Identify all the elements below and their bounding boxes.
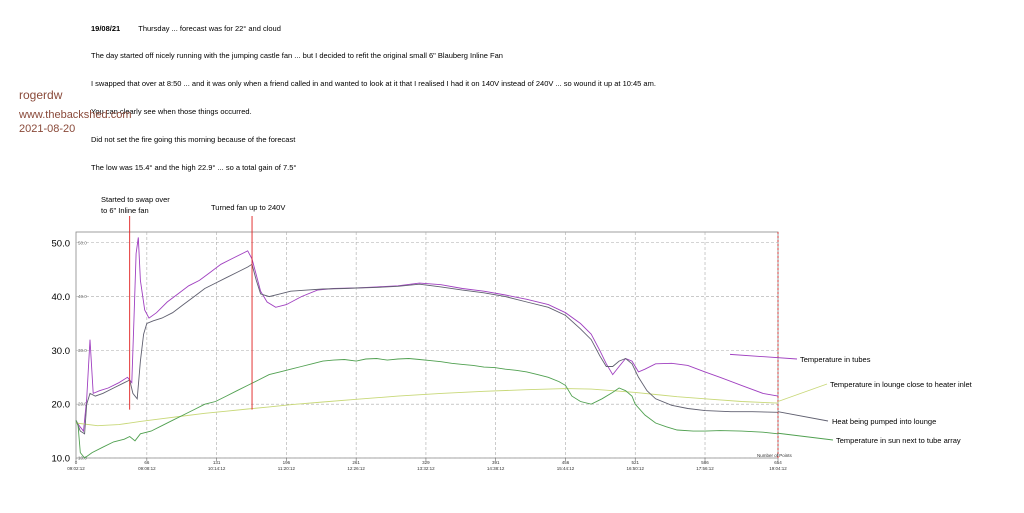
x-tick-number: 456 (562, 460, 570, 465)
y-tick-label-small: 50.0 (78, 240, 87, 245)
x-tick-number: 329 (422, 460, 430, 465)
x-tick-number: 586 (701, 460, 709, 465)
series-line-2 (75, 388, 779, 427)
x-tick-time: 11:20:12 (278, 466, 296, 471)
watermark-site: www.thebackshed.com (19, 109, 132, 121)
x-tick-time: 14:38:12 (487, 466, 505, 471)
legend-leader (777, 411, 829, 422)
series-group (75, 237, 779, 459)
annotation-swap-line2: to 6" Inline fan (101, 206, 149, 215)
x-tick-number: 654 (774, 460, 782, 465)
x-tick-time: 17:56:12 (696, 466, 714, 471)
x-tick-time: 09:02:12 (67, 466, 85, 471)
y-tick-label: 20.0 (52, 400, 71, 411)
series-line-3 (75, 263, 779, 435)
event-markers (129, 216, 253, 410)
legend-label: Temperature in lounge close to heater in… (830, 380, 973, 389)
x-tick-number: 196 (283, 460, 291, 465)
legend-leader (777, 432, 834, 441)
x-tick-number: 131 (213, 460, 221, 465)
x-tick-time: 12:26:12 (347, 466, 365, 471)
annotation-swap-line1: Started to swap over (101, 195, 170, 204)
x-tick-number: 66 (144, 460, 150, 465)
y-tick-label-small: 10.0 (78, 456, 87, 461)
watermark-date: 2021-08-20 (19, 123, 76, 135)
note-day-line: Thursday ... forecast was for 22° and cl… (138, 24, 281, 33)
note-line-3: I swapped that over at 8:50 ... and it w… (91, 79, 656, 88)
legend-leader (729, 353, 798, 360)
y-tick-label-small: 20.0 (78, 402, 87, 407)
note-line-6: The low was 15.4° and the high 22.9° ...… (91, 163, 297, 172)
x-tick-time: 19:04:12 (769, 466, 787, 471)
x-tick-time: 16:50:12 (626, 466, 644, 471)
y-tick-label: 10.0 (52, 454, 71, 465)
axis-note: Number of Points (757, 453, 793, 458)
grid (76, 232, 778, 459)
plot-area (75, 231, 779, 459)
y-axis: 10.0 10.0 20.0 20.0 30.0 30.0 40.0 40.0 50.0 50.0 (52, 238, 88, 464)
note-date: 19/08/21 (91, 24, 121, 33)
y-tick-label: 30.0 (52, 346, 71, 357)
x-tick-number: 261 (352, 460, 360, 465)
legend: Temperature in tubes Temperature in loung… (729, 353, 973, 445)
x-tick-time: 09:08:12 (138, 466, 156, 471)
watermark-user: rogerdw (19, 88, 63, 102)
note-line-5: Did not set the fire going this morning … (91, 135, 296, 144)
note-line-4: You can clearly see when those things oc… (91, 107, 252, 116)
x-tick-time: 13:32:12 (417, 466, 435, 471)
x-tick-time: 10:14:12 (208, 466, 226, 471)
legend-label: Temperature in tubes (800, 355, 871, 364)
x-tick-time: 15:44:12 (557, 466, 575, 471)
y-tick-label: 40.0 (52, 292, 71, 303)
annotation-fan240: Turned fan up to 240V (211, 203, 285, 212)
series-line-1 (75, 237, 779, 433)
x-tick-number: 521 (631, 460, 639, 465)
x-tick-number: 0 (75, 460, 78, 465)
legend-leader (777, 383, 828, 402)
note-line-2: The day started off nicely running with … (91, 51, 503, 60)
y-tick-label-small: 30.0 (78, 348, 87, 353)
legend-label: Temperature in sun next to tube array (836, 436, 961, 445)
y-tick-label: 50.0 (52, 238, 71, 249)
x-tick-number: 391 (492, 460, 500, 465)
note-date-line: 19/08/21 Thursday ... forecast was for 2… (91, 24, 281, 33)
series-line-4 (75, 358, 779, 459)
legend-label: Heat being pumped into lounge (832, 417, 936, 426)
y-tick-label-small: 40.0 (78, 294, 87, 299)
